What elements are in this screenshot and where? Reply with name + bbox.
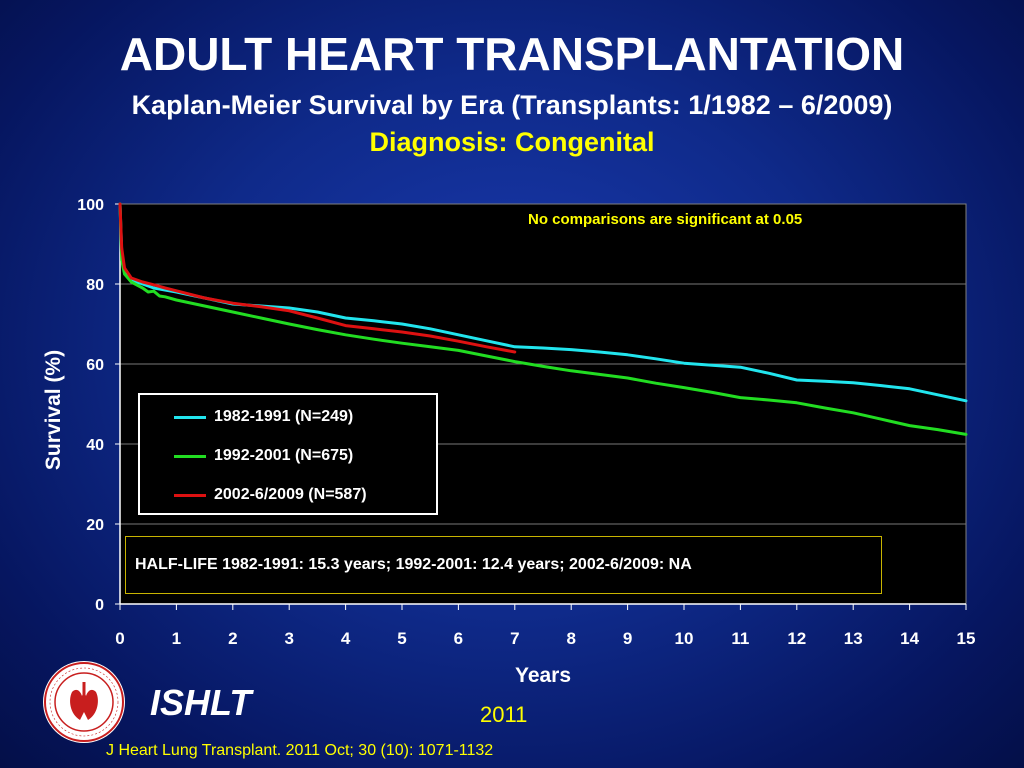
chart-legend: 1982-1991 (N=249) 1992-2001 (N=675) 2002… (138, 393, 438, 515)
y-tick-label: 20 (86, 517, 104, 534)
y-tick-label: 80 (86, 277, 104, 294)
x-tick-label: 3 (284, 629, 293, 648)
x-tick-label: 5 (397, 629, 406, 648)
journal-citation: J Heart Lung Transplant. 2011 Oct; 30 (1… (106, 742, 494, 759)
legend-label: 1982-1991 (N=249) (214, 408, 354, 425)
legend-swatch (174, 454, 206, 458)
x-tick-label: 2 (228, 629, 237, 648)
x-tick-label: 13 (844, 629, 863, 648)
x-tick-label: 12 (787, 629, 806, 648)
x-tick-label: 14 (900, 629, 919, 648)
x-tick-label: 11 (731, 629, 749, 648)
y-axis-label: Survival (%) (42, 349, 65, 471)
y-tick-label: 100 (77, 197, 104, 214)
x-tick-label: 10 (675, 629, 694, 648)
ishlt-wordmark: ISHLT (150, 682, 252, 723)
slide-title: ADULT HEART TRANSPLANTATION (119, 28, 905, 80)
ishlt-seal-icon (43, 661, 125, 743)
half-life-text: HALF-LIFE 1982-1991: 15.3 years; 1992-20… (135, 556, 692, 573)
legend-item-1992-2001: 1992-2001 (N=675) (174, 446, 353, 466)
x-tick-label: 6 (454, 629, 463, 648)
x-tick-label: 4 (341, 629, 351, 648)
x-axis-label: Years (514, 664, 572, 687)
x-tick-label: 8 (566, 629, 575, 648)
legend-label: 1992-2001 (N=675) (214, 447, 354, 464)
diagnosis-label: Diagnosis: Congenital (369, 127, 655, 157)
y-tick-label: 60 (86, 357, 104, 374)
y-tick-label: 40 (86, 437, 104, 454)
x-tick-label: 9 (623, 629, 632, 648)
series-line-0 (118, 202, 968, 403)
legend-item-2002-2009: 2002-6/2009 (N=587) (174, 485, 367, 505)
legend-swatch (174, 415, 206, 419)
slide-subtitle: Kaplan-Meier Survival by Era (Transplant… (131, 90, 893, 120)
series-line-1 (118, 202, 968, 436)
legend-label: 2002-6/2009 (N=587) (214, 486, 367, 503)
report-year: 2011 (480, 702, 528, 727)
legend-item-1982-1991: 1982-1991 (N=249) (174, 407, 353, 427)
x-tick-label: 15 (957, 629, 976, 648)
x-tick-label: 0 (115, 629, 124, 648)
y-tick-label: 0 (95, 597, 104, 614)
half-life-box: HALF-LIFE 1982-1991: 15.3 years; 1992-20… (125, 536, 882, 594)
x-tick-label: 7 (510, 629, 519, 648)
series-line-2 (118, 202, 517, 354)
significance-note: No comparisons are significant at 0.05 (528, 211, 803, 228)
x-tick-label: 1 (172, 629, 181, 648)
legend-swatch (174, 493, 206, 497)
